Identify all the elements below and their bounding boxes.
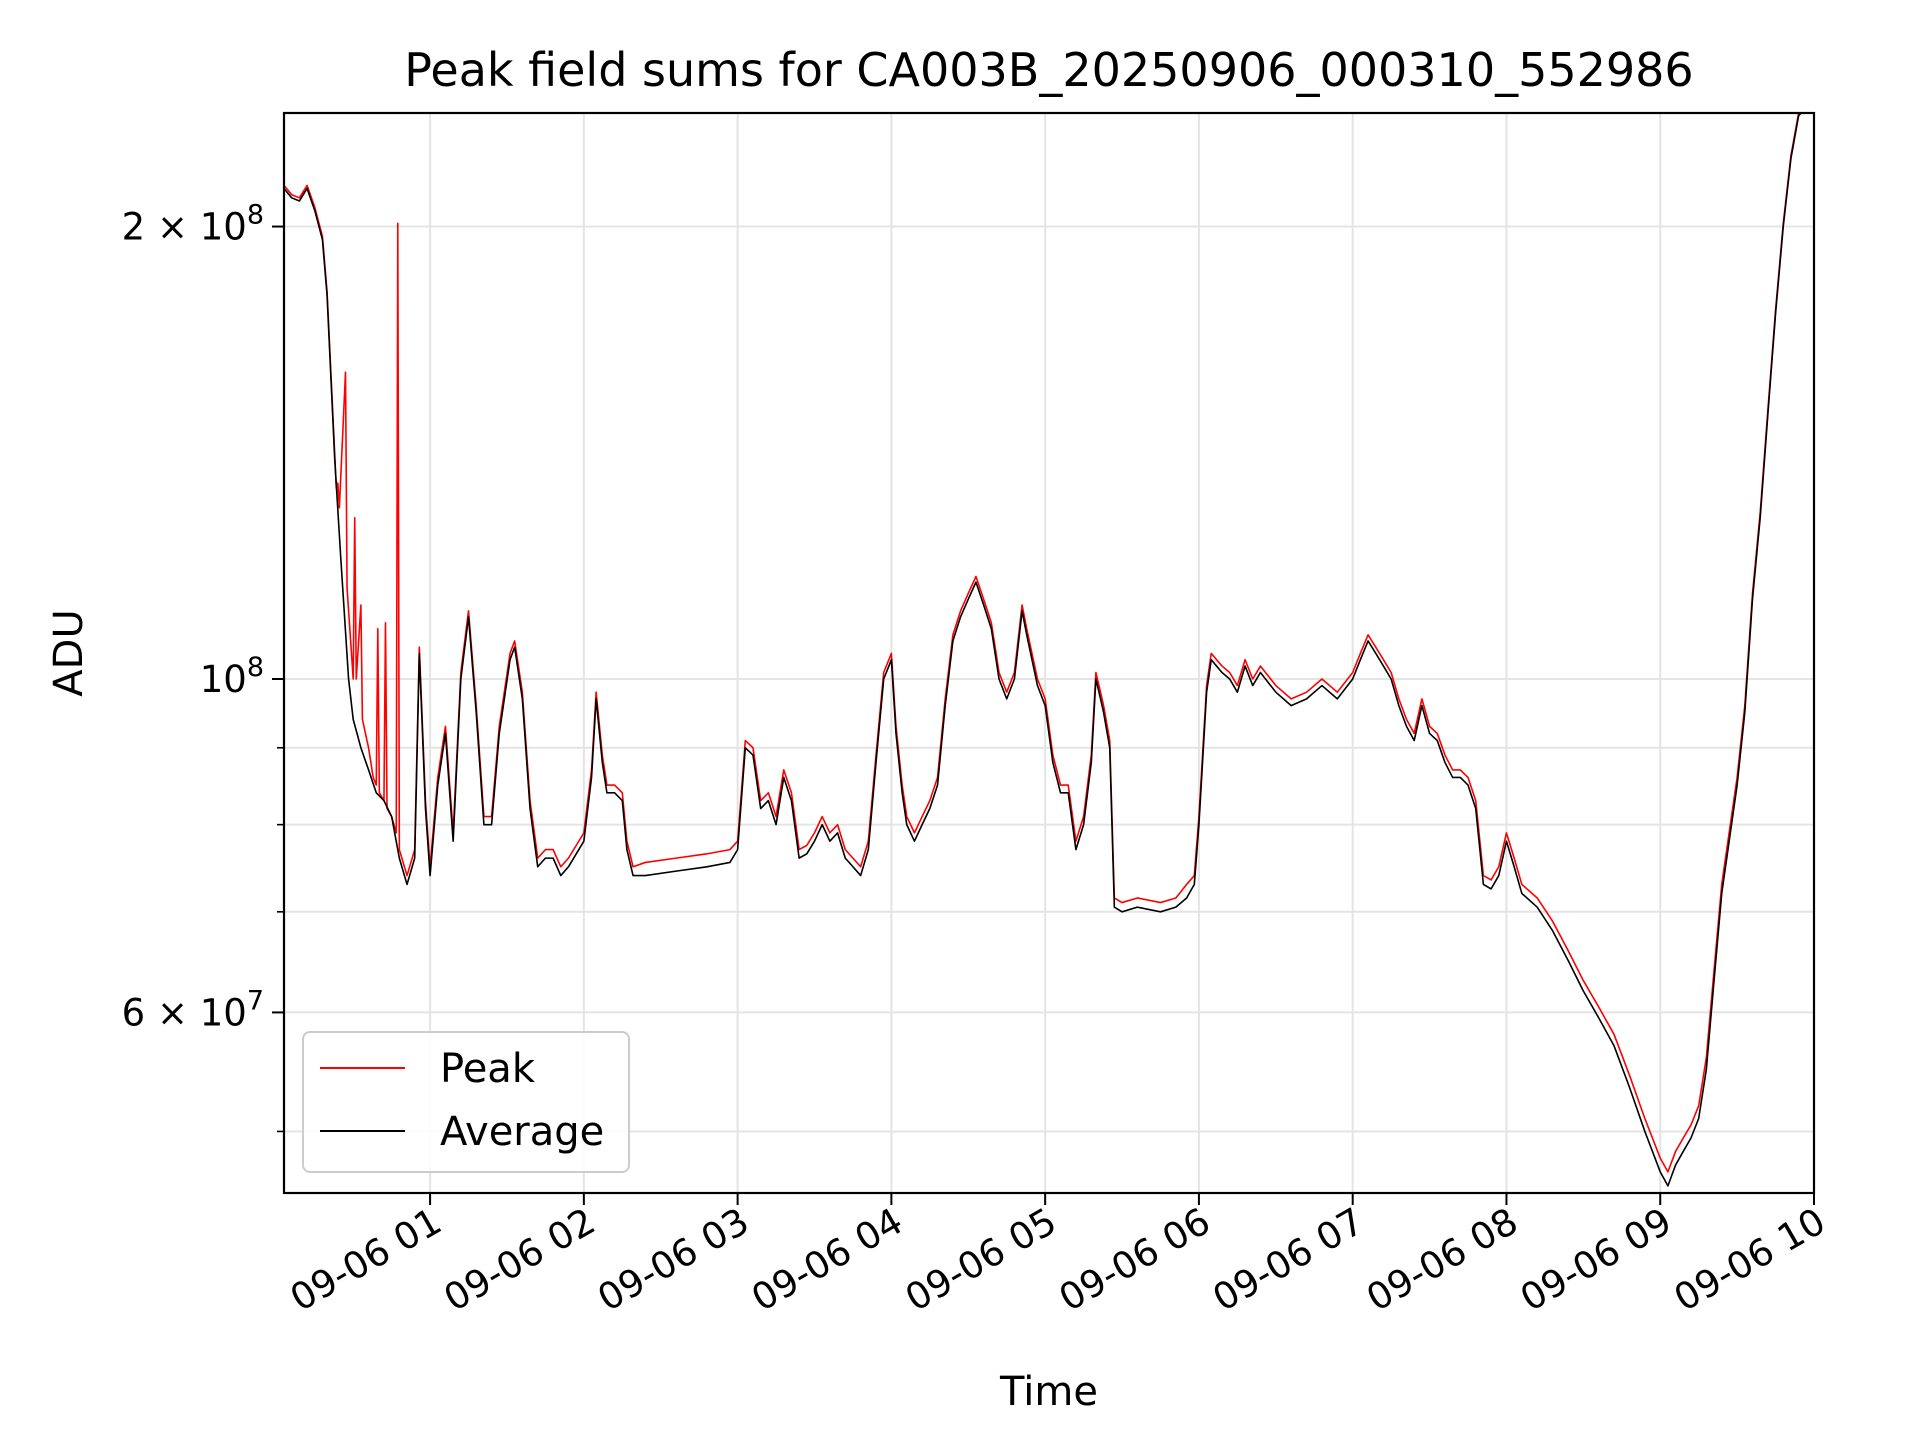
plot-frame (282, 111, 1816, 1195)
series-line-average (284, 113, 1803, 1187)
y-tick-label: 6 × 107 (122, 985, 264, 1034)
legend-peak-label: Peak (440, 1046, 536, 1092)
y-tick-label: 2 × 108 (122, 200, 264, 249)
y-axis-label: ADU (46, 609, 92, 696)
y-tick-label: 108 (200, 652, 264, 701)
chart-title: Peak field sums for CA003B_20250906_0003… (404, 43, 1693, 97)
series-layer (284, 113, 1803, 1187)
legend: Peak Average (302, 1031, 630, 1173)
x-axis-label: Time (999, 1369, 1098, 1415)
legend-average-label: Average (440, 1109, 604, 1155)
